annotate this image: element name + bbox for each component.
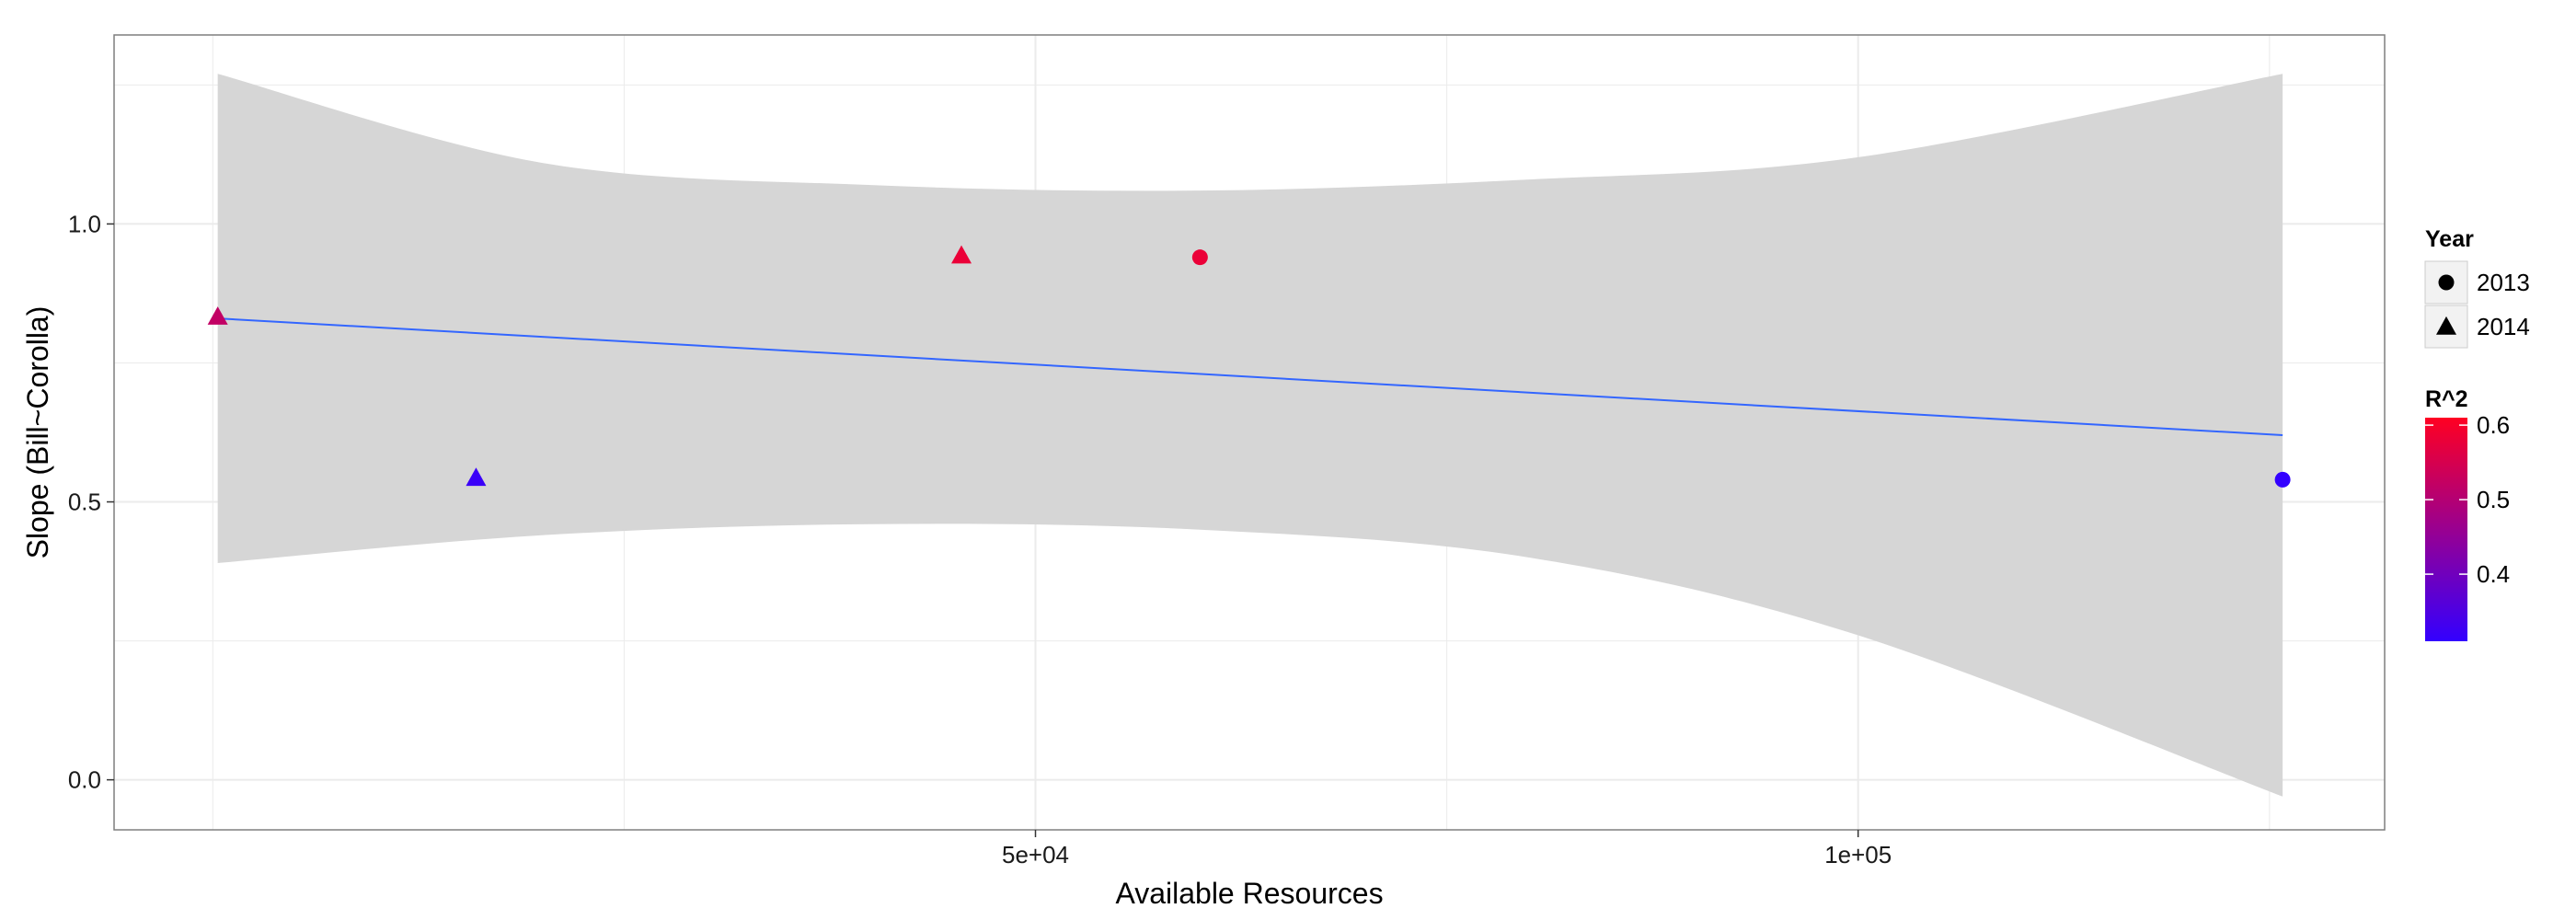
legend-key-circle [2438, 274, 2455, 291]
y-axis-title: Slope (Bill~Corolla) [21, 306, 54, 559]
trend-line-layer [217, 317, 2283, 437]
x-tick-label: 1e+05 [1824, 841, 1892, 868]
legend-year-label: 2014 [2477, 313, 2530, 340]
data-point-2014 [951, 245, 972, 264]
legend-year-title: Year [2425, 226, 2474, 252]
y-tick-label: 0.0 [68, 766, 101, 794]
data-point-2014 [207, 306, 228, 325]
legend-r2-label: 0.6 [2477, 411, 2510, 439]
legend-colorbar [2425, 418, 2467, 641]
legend-r2-label: 0.5 [2477, 486, 2510, 513]
legend-r2: R^2 0.4 0.5 0.6 [2425, 386, 2510, 641]
data-point-2013 [1191, 249, 1208, 266]
confidence-band [217, 74, 2283, 797]
y-tick-label: 1.0 [68, 210, 101, 237]
x-axis-title: Available Resources [1115, 877, 1383, 910]
data-point-2014 [466, 467, 487, 487]
x-tick-label: 5e+04 [1002, 841, 1069, 868]
panel-border [113, 34, 2386, 831]
legend-key-triangle [2436, 316, 2456, 335]
axes: 5e+04 1e+05 0.0 0.5 1.0 [68, 34, 2386, 868]
trend-line [217, 317, 2283, 437]
legend-r2-label: 0.4 [2477, 560, 2510, 588]
data-point-2013 [2274, 471, 2291, 488]
confidence-band-layer [217, 74, 2283, 797]
legend-r2-title: R^2 [2425, 386, 2468, 412]
legend-year: Year 2013 2014 [2424, 226, 2530, 349]
y-tick-label: 0.5 [68, 489, 101, 516]
legend-year-label: 2013 [2477, 269, 2530, 296]
data-points [207, 245, 2291, 488]
